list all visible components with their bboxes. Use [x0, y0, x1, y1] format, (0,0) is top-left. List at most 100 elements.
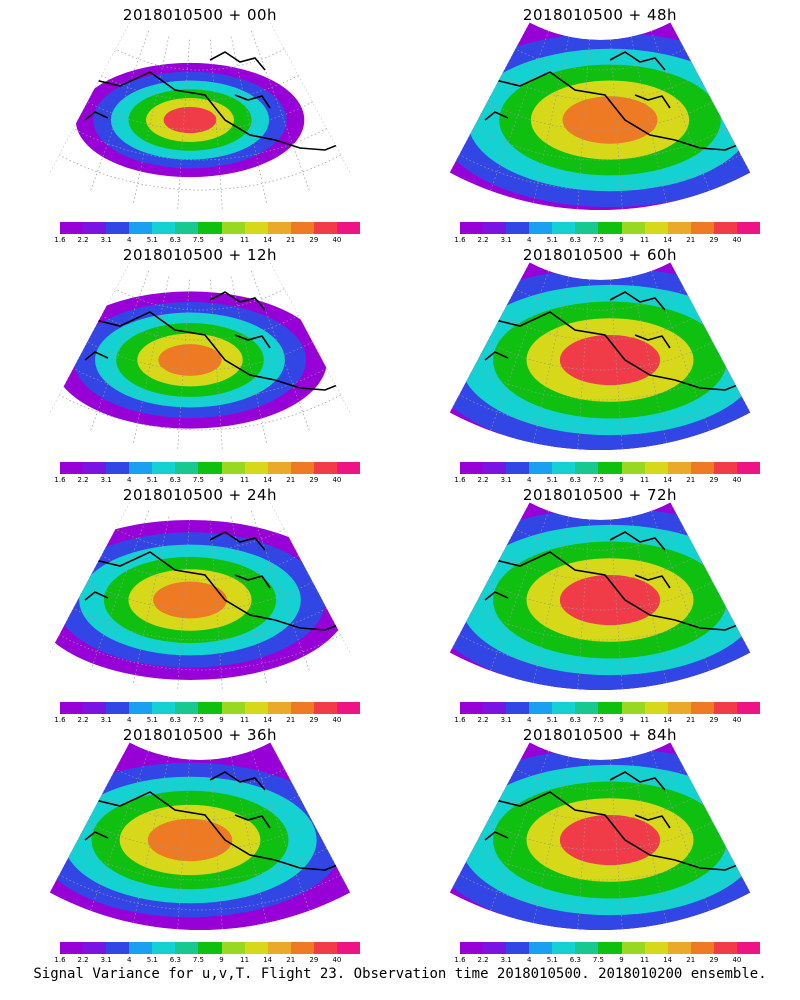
colorbar-tick-label: 3.1 [500, 236, 512, 244]
colorbar-swatch [644, 462, 668, 474]
colorbar-swatch [129, 222, 153, 234]
panel-title: 2018010500 + 24h [122, 486, 278, 504]
colorbar-swatch [690, 462, 714, 474]
colorbar-swatch [152, 942, 176, 954]
colorbar-tick-label: 5.1 [546, 236, 558, 244]
graticule-longitude [490, 510, 550, 671]
graticule-longitude [449, 262, 530, 413]
colorbar-swatch [529, 702, 553, 714]
colorbar-swatch [221, 462, 245, 474]
colorbar-tick-label: 29 [709, 716, 719, 724]
colorbar-swatch [598, 942, 622, 954]
colorbar-tick-label: 6.3 [569, 956, 581, 964]
coastline [59, 771, 351, 871]
colorbar-tick-label: 7.5 [192, 716, 205, 724]
colorbar-swatch [736, 222, 761, 234]
colorbar-swatch [221, 942, 245, 954]
graticule-longitude [650, 270, 710, 431]
graticule-longitude [490, 30, 550, 191]
colorbar-swatch [244, 222, 268, 234]
colorbar-swatch [460, 462, 484, 474]
colorbar-tick-label: 7.5 [592, 476, 605, 484]
graticule-longitude [610, 519, 623, 690]
colorbar-swatch [552, 702, 576, 714]
map-panel: 2018010500 + 36h 1.6 2.2 3.1 4 5.1 6.3 7.5 9 11 14… [0, 720, 400, 970]
colorbar-swatch [598, 462, 622, 474]
colorbar-swatch [483, 462, 507, 474]
colorbar-swatch [552, 222, 576, 234]
colorbar-swatch [460, 222, 484, 234]
graticule-longitude [533, 756, 570, 924]
map-panel: 2018010500 + 60h 1.6 2.2 3.1 4 5.1 6.3 7.5 9 11 14… [400, 240, 800, 490]
colorbar-swatch [713, 702, 737, 714]
colorbar-swatch [267, 942, 291, 954]
colorbar-swatch [60, 222, 84, 234]
colorbar-labels: 1.6 2.2 3.1 4 5.1 6.3 7.5 9 11 14 21 29 40 [454, 716, 760, 726]
colorbar-swatch [152, 222, 176, 234]
colorbar-tick-label: 9 [619, 716, 624, 724]
colorbar-labels: 1.6 2.2 3.1 4 5.1 6.3 7.5 9 11 14 21 29 40 [454, 236, 760, 246]
colorbar-swatch [221, 222, 245, 234]
colorbar-tick-label: 4 [526, 956, 532, 964]
colorbar-tick-label: 14 [263, 476, 273, 484]
colorbar-swatch [198, 942, 222, 954]
colorbar-tick-label: 21 [686, 716, 696, 724]
colorbar-tick-label: 2.2 [77, 716, 89, 724]
graticule-longitude [449, 502, 530, 653]
colorbar [60, 222, 361, 234]
colorbar-swatch [529, 462, 553, 474]
graticule-longitude [210, 39, 223, 210]
graticule-longitude [250, 750, 310, 911]
colorbar-swatch [667, 222, 691, 234]
graticule-longitude [90, 270, 150, 431]
colorbar-labels: 1.6 2.2 3.1 4 5.1 6.3 7.5 9 11 14 21 29 40 [454, 956, 760, 966]
colorbar-swatch [60, 942, 84, 954]
colorbar-swatch [552, 942, 576, 954]
colorbar-swatch [267, 702, 291, 714]
colorbar-swatch [621, 222, 645, 234]
colorbar-labels: 1.6 2.2 3.1 4 5.1 6.3 7.5 9 11 14 21 29 40 [54, 716, 360, 726]
graticule-latitude [73, 368, 327, 401]
coastline [59, 531, 351, 631]
graticule-latitude [73, 848, 327, 881]
contour-level-21 [147, 818, 233, 862]
graticule-latitude [487, 341, 713, 371]
colorbar-tick-label: 21 [286, 236, 296, 244]
colorbar-swatch [175, 942, 199, 954]
colorbar-swatch [598, 702, 622, 714]
colorbar-swatch [506, 942, 530, 954]
map-plot [49, 22, 351, 210]
colorbar-tick-label: 29 [709, 476, 719, 484]
colorbar-tick-label: 14 [663, 476, 673, 484]
colorbar-tick-label: 1.6 [454, 236, 466, 244]
graticule-longitude [449, 22, 530, 173]
graticule-latitude [87, 341, 313, 371]
colorbar-swatch [175, 222, 199, 234]
colorbar [460, 462, 761, 474]
map-plot [49, 742, 351, 930]
colorbar-swatch [129, 462, 153, 474]
graticule-longitude [577, 39, 590, 210]
colorbar-tick-label: 9 [619, 956, 624, 964]
map-plot [49, 502, 351, 690]
colorbar-swatch [506, 702, 530, 714]
colorbar-swatch [129, 702, 153, 714]
colorbar-tick-label: 3.1 [500, 716, 512, 724]
colorbar-swatch [198, 702, 222, 714]
graticule-longitude [230, 516, 267, 684]
colorbar-tick-label: 21 [286, 716, 296, 724]
map-panel: 2018010500 + 72h 1.6 2.2 3.1 4 5.1 6.3 7.5 9 11 14… [400, 480, 800, 730]
graticule-longitude [630, 276, 667, 444]
colorbar-tick-label: 9 [219, 476, 224, 484]
colorbar-swatch [483, 942, 507, 954]
graticule-longitude [210, 279, 223, 450]
colorbar-tick-label: 11 [240, 956, 250, 964]
colorbar-tick-label: 9 [619, 476, 624, 484]
graticule-longitude [90, 510, 150, 671]
panel-title: 2018010500 + 12h [122, 246, 278, 264]
colorbar-tick-label: 1.6 [54, 476, 66, 484]
colorbar [60, 702, 361, 714]
colorbar-tick-label: 7.5 [192, 236, 205, 244]
graticule-longitude [670, 742, 751, 893]
colorbar-swatch [129, 942, 153, 954]
